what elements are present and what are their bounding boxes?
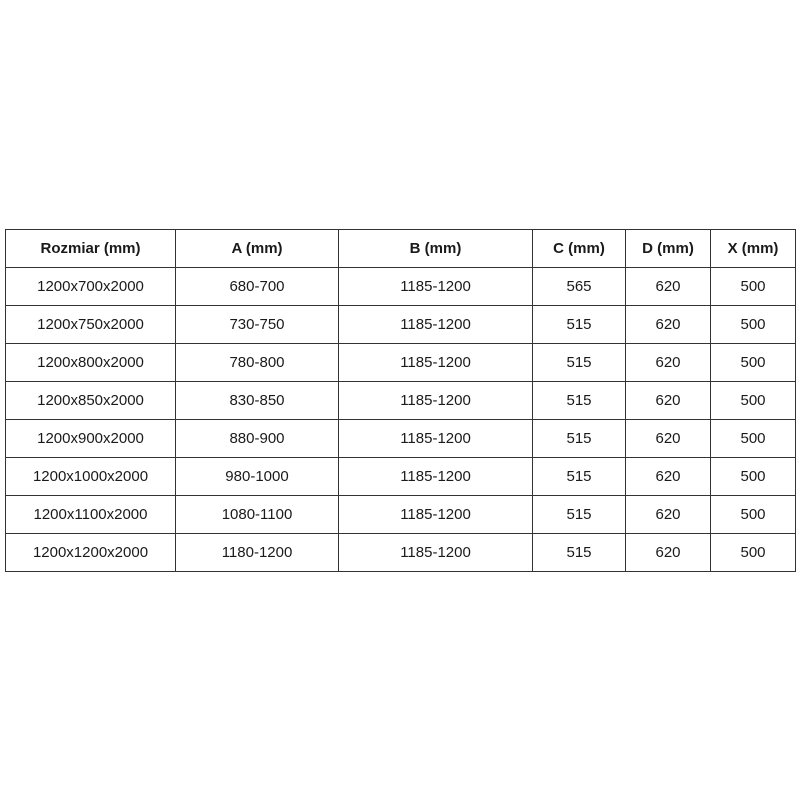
cell-size: 1200x850x2000 xyxy=(5,381,176,420)
cell-x: 500 xyxy=(710,495,796,534)
cell-a: 1180-1200 xyxy=(175,533,339,572)
cell-b: 1185-1200 xyxy=(338,533,533,572)
cell-d: 620 xyxy=(625,419,711,458)
cell-b: 1185-1200 xyxy=(338,381,533,420)
cell-c: 515 xyxy=(532,419,626,458)
table-row: 1200x1200x2000 1180-1200 1185-1200 515 620 50… xyxy=(5,533,796,572)
cell-x: 500 xyxy=(710,533,796,572)
cell-b: 1185-1200 xyxy=(338,495,533,534)
cell-d: 620 xyxy=(625,533,711,572)
dimensions-table: Rozmiar (mm) A (mm) B (mm) C (mm) D (mm) X (m… xyxy=(5,229,796,572)
column-header-c: C (mm) xyxy=(532,229,626,268)
cell-a: 880-900 xyxy=(175,419,339,458)
cell-size: 1200x800x2000 xyxy=(5,343,176,382)
cell-x: 500 xyxy=(710,419,796,458)
cell-b: 1185-1200 xyxy=(338,419,533,458)
cell-c: 515 xyxy=(532,457,626,496)
cell-d: 620 xyxy=(625,305,711,344)
table-row: 1200x1000x2000 980-1000 1185-1200 515 620 500 xyxy=(5,457,796,496)
cell-x: 500 xyxy=(710,381,796,420)
cell-a: 1080-1100 xyxy=(175,495,339,534)
table-row: 1200x800x2000 780-800 1185-1200 515 620 500 xyxy=(5,343,796,382)
cell-d: 620 xyxy=(625,495,711,534)
cell-size: 1200x900x2000 xyxy=(5,419,176,458)
cell-x: 500 xyxy=(710,457,796,496)
column-header-a: A (mm) xyxy=(175,229,339,268)
column-header-b: B (mm) xyxy=(338,229,533,268)
cell-a: 780-800 xyxy=(175,343,339,382)
cell-b: 1185-1200 xyxy=(338,305,533,344)
cell-c: 515 xyxy=(532,305,626,344)
cell-size: 1200x1200x2000 xyxy=(5,533,176,572)
table-row: 1200x850x2000 830-850 1185-1200 515 620 500 xyxy=(5,381,796,420)
cell-d: 620 xyxy=(625,343,711,382)
cell-size: 1200x1000x2000 xyxy=(5,457,176,496)
cell-b: 1185-1200 xyxy=(338,343,533,382)
cell-a: 830-850 xyxy=(175,381,339,420)
cell-b: 1185-1200 xyxy=(338,457,533,496)
cell-size: 1200x750x2000 xyxy=(5,305,176,344)
cell-a: 680-700 xyxy=(175,267,339,306)
table-row: 1200x700x2000 680-700 1185-1200 565 620 500 xyxy=(5,267,796,306)
table-row: 1200x900x2000 880-900 1185-1200 515 620 500 xyxy=(5,419,796,458)
cell-size: 1200x1100x2000 xyxy=(5,495,176,534)
table-row: 1200x1100x2000 1080-1100 1185-1200 515 620 50… xyxy=(5,495,796,534)
cell-x: 500 xyxy=(710,343,796,382)
column-header-x: X (mm) xyxy=(710,229,796,268)
cell-c: 515 xyxy=(532,381,626,420)
cell-d: 620 xyxy=(625,381,711,420)
cell-size: 1200x700x2000 xyxy=(5,267,176,306)
cell-x: 500 xyxy=(710,305,796,344)
header-row: Rozmiar (mm) A (mm) B (mm) C (mm) D (mm) X (m… xyxy=(5,229,796,268)
cell-c: 515 xyxy=(532,495,626,534)
cell-c: 565 xyxy=(532,267,626,306)
cell-b: 1185-1200 xyxy=(338,267,533,306)
cell-d: 620 xyxy=(625,267,711,306)
cell-a: 730-750 xyxy=(175,305,339,344)
column-header-size: Rozmiar (mm) xyxy=(5,229,176,268)
cell-c: 515 xyxy=(532,533,626,572)
table-row: 1200x750x2000 730-750 1185-1200 515 620 500 xyxy=(5,305,796,344)
cell-a: 980-1000 xyxy=(175,457,339,496)
cell-c: 515 xyxy=(532,343,626,382)
cell-x: 500 xyxy=(710,267,796,306)
cell-d: 620 xyxy=(625,457,711,496)
column-header-d: D (mm) xyxy=(625,229,711,268)
